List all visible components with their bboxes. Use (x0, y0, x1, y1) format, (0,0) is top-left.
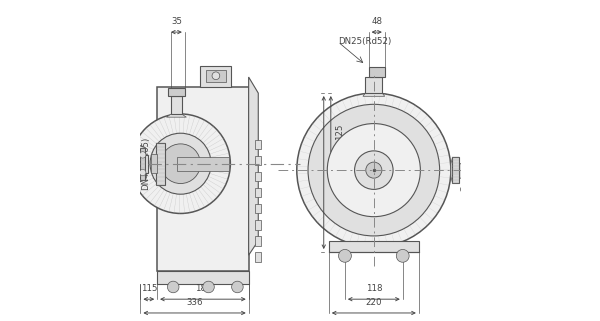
Circle shape (308, 104, 440, 236)
Circle shape (461, 186, 467, 193)
Circle shape (131, 114, 230, 213)
Text: 181: 181 (194, 284, 211, 293)
Text: 255: 255 (328, 164, 337, 181)
Bar (255, 156, 262, 165)
Bar (255, 204, 262, 213)
Bar (255, 220, 262, 230)
Circle shape (338, 249, 352, 262)
Bar (255, 236, 262, 246)
Text: 115: 115 (140, 284, 157, 293)
Text: DN25(Rd52): DN25(Rd52) (338, 37, 392, 46)
Circle shape (150, 133, 211, 194)
Circle shape (232, 281, 243, 293)
Bar (133, 155, 148, 173)
Circle shape (397, 249, 409, 262)
Polygon shape (166, 114, 187, 117)
Circle shape (327, 124, 421, 217)
Bar (206, 70, 226, 82)
Text: 125: 125 (335, 123, 344, 140)
Circle shape (212, 72, 220, 80)
Text: 220: 220 (365, 298, 382, 307)
Text: 336: 336 (187, 298, 203, 307)
Bar (168, 88, 185, 96)
Bar (255, 188, 262, 197)
Bar (200, 66, 231, 87)
Bar (140, 148, 145, 180)
Text: DN40(Rd65): DN40(Rd65) (141, 137, 150, 190)
Circle shape (355, 151, 393, 189)
Polygon shape (248, 77, 258, 255)
Circle shape (139, 152, 146, 158)
Circle shape (203, 281, 214, 293)
Bar (157, 271, 248, 284)
Bar (452, 157, 459, 183)
Circle shape (297, 93, 451, 247)
Circle shape (161, 144, 200, 184)
Text: 35: 35 (171, 17, 182, 26)
Circle shape (167, 281, 179, 293)
Polygon shape (451, 157, 466, 183)
Bar (178, 157, 229, 171)
Circle shape (462, 141, 472, 151)
Bar (255, 252, 262, 262)
Bar (151, 154, 157, 173)
Bar (368, 67, 385, 77)
Text: 118: 118 (365, 284, 382, 293)
Polygon shape (133, 143, 145, 185)
Bar (329, 241, 419, 252)
Bar (365, 77, 382, 93)
Bar (255, 172, 262, 181)
Text: 48: 48 (371, 17, 382, 26)
Polygon shape (363, 93, 385, 96)
Circle shape (366, 162, 382, 178)
Bar (157, 87, 248, 271)
Circle shape (139, 169, 146, 176)
Bar (155, 143, 165, 185)
Bar (255, 140, 262, 149)
Bar (171, 96, 182, 114)
